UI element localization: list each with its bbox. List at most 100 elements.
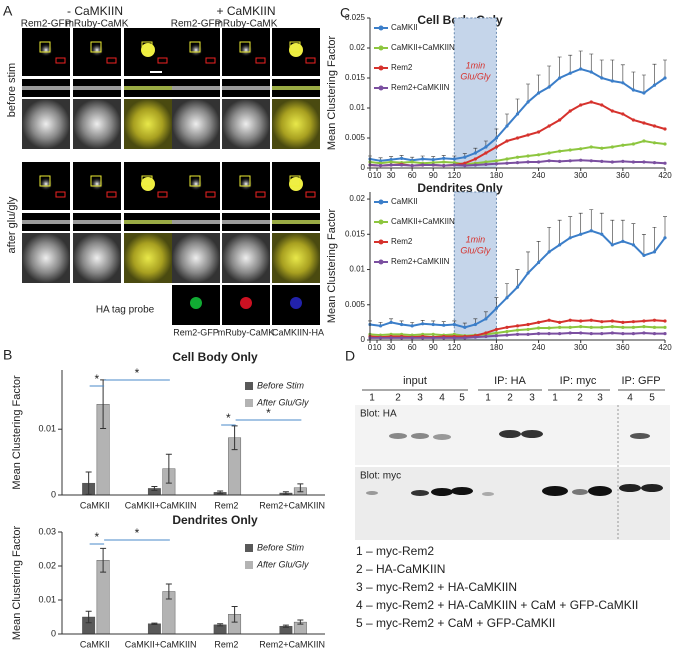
legend-swatch: [245, 382, 253, 390]
lane-number: 3: [417, 393, 423, 404]
cell: [239, 177, 253, 191]
point: [378, 159, 383, 163]
point: [452, 322, 456, 327]
dendrite: [222, 220, 270, 224]
point: [579, 319, 583, 323]
point: [642, 121, 646, 125]
error-bar: [599, 212, 604, 235]
y-tick-label: 0: [361, 335, 366, 344]
micrograph: [22, 233, 70, 283]
axes: [369, 18, 665, 169]
point: [463, 336, 467, 340]
x-tick-label: 420: [658, 171, 672, 180]
error-bar: [282, 624, 289, 628]
point: [589, 318, 593, 322]
significance: *: [266, 406, 271, 420]
error-bar: [526, 83, 531, 102]
x-tick-label: 120: [448, 343, 462, 352]
point: [515, 136, 520, 140]
point: [631, 142, 635, 146]
roi-box: [157, 191, 168, 198]
micrograph: [172, 233, 220, 283]
y-tick-label: 0.005: [345, 300, 366, 309]
error-bar: [217, 490, 224, 495]
roi-box: [289, 41, 301, 53]
point: [642, 160, 646, 164]
point: [421, 163, 425, 167]
legend-swatch: [245, 399, 253, 407]
roi-box: [55, 191, 66, 198]
x-tick-label: 420: [658, 343, 672, 352]
point: [642, 139, 646, 143]
y-tick-label: 0.015: [345, 73, 366, 82]
point: [526, 160, 530, 164]
point: [536, 130, 541, 134]
legend-line: 5 – myc-Rem2 + CaM + GFP-CaMKII: [356, 616, 555, 630]
error-bar: [494, 297, 499, 309]
roi-box: [90, 175, 102, 187]
x-tick-label: CaMKII+CaMKIIN: [125, 639, 197, 649]
point: [515, 324, 520, 328]
point: [452, 161, 456, 165]
point: [515, 112, 520, 116]
y-axis-label: Mean Clustering Factor: [326, 36, 338, 151]
point: [558, 118, 562, 122]
legend-swatch: [245, 544, 253, 552]
point: [589, 145, 593, 149]
significance: *: [135, 526, 140, 540]
error-bar: [217, 623, 224, 627]
point: [621, 332, 625, 336]
error-bar: [641, 233, 646, 256]
x-tick-label: 300: [574, 343, 588, 352]
roi-box: [106, 57, 117, 64]
error-bar: [578, 50, 583, 69]
band: [499, 430, 521, 438]
point: [642, 253, 646, 258]
y-tick-label: 0.03: [38, 526, 56, 536]
micrograph: [73, 99, 121, 149]
point: [558, 159, 562, 163]
point: [621, 112, 625, 116]
dendrite: [172, 220, 220, 224]
x-tick-label: Rem2+CaMKIIN: [259, 500, 325, 510]
error-bar: [85, 610, 92, 624]
point: [494, 306, 499, 310]
micrograph: [272, 233, 320, 283]
point: [484, 317, 488, 321]
error-bar: [599, 59, 604, 78]
point: [568, 109, 572, 113]
point: [536, 91, 541, 95]
point: [526, 133, 530, 137]
point: [505, 161, 509, 165]
point: [494, 145, 499, 149]
axes: [369, 192, 665, 341]
point: [589, 325, 593, 329]
stimulus-label: 1min: [466, 60, 486, 70]
error-bar: [663, 216, 667, 238]
point: [505, 139, 509, 143]
legend-label: Before Stim: [257, 542, 305, 552]
x-tick-label: CaMKII+CaMKIIN: [125, 500, 197, 510]
error-bar: [100, 547, 107, 573]
x-tick-label: 360: [616, 171, 630, 180]
micrograph: [222, 99, 270, 149]
point: [600, 103, 604, 107]
probe-channel: mRuby-CaMK: [218, 327, 275, 337]
point: [547, 85, 551, 89]
band: [451, 487, 473, 495]
legend-label: After Glu/Gly: [256, 559, 309, 569]
y-axis-label: Mean Clustering Factor: [326, 209, 338, 324]
point: [610, 145, 614, 149]
legend-marker: [378, 219, 384, 225]
blot-header: IP: HA: [494, 375, 526, 387]
point: [389, 320, 393, 324]
probe-channel: CaMKIIN-HA: [272, 327, 324, 337]
micrograph: [272, 99, 320, 149]
roi-box: [305, 191, 316, 198]
point: [652, 83, 657, 87]
error-bar: [282, 491, 289, 495]
point: [452, 157, 456, 161]
error-bar: [547, 226, 552, 252]
point: [389, 160, 393, 164]
point: [505, 329, 509, 334]
